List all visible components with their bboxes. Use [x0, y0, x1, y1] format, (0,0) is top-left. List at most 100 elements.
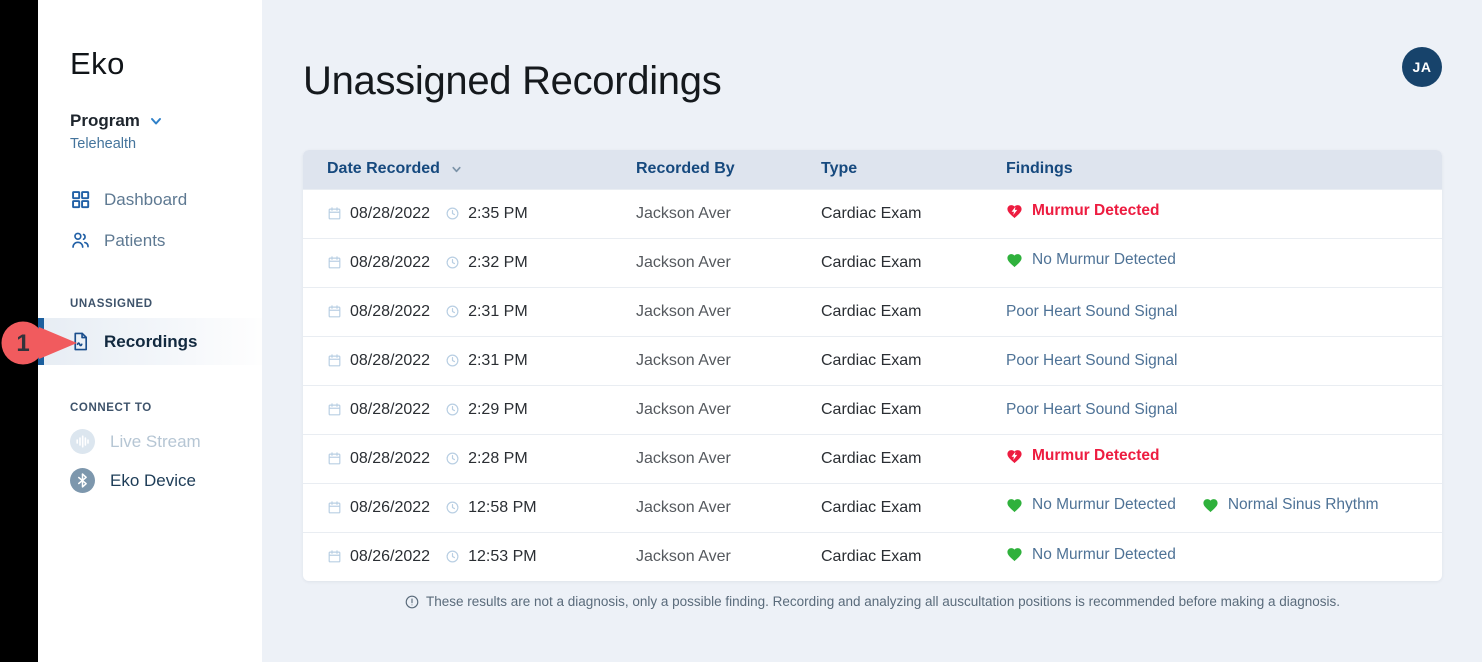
- time-text: 2:29 PM: [468, 400, 528, 418]
- sidebar-item-label: Recordings: [104, 331, 198, 351]
- section-label-unassigned: UNASSIGNED: [70, 298, 153, 310]
- calendar-icon: [328, 500, 341, 513]
- recordings-table-body: 08/28/2022 2:35 PM Jackson Aver Cardiac Exa…: [303, 188, 1442, 581]
- sidebar-item-recordings[interactable]: Recordings: [38, 318, 262, 365]
- date-text: 08/28/2022: [350, 449, 431, 467]
- heart-alert-icon: [1006, 448, 1023, 465]
- info-icon: [405, 595, 419, 609]
- date-text: 08/28/2022: [350, 351, 431, 369]
- clock-icon: [446, 501, 459, 513]
- table-row[interactable]: 08/28/2022 2:31 PM Jackson Aver Cardiac Exa…: [303, 286, 1442, 336]
- eko-logo: Eko: [70, 46, 125, 81]
- column-header-label: Date Recorded: [327, 160, 440, 178]
- people-icon: [70, 230, 91, 251]
- calendar-icon: [328, 304, 341, 317]
- recorded-by-cell: Jackson Aver: [636, 531, 821, 581]
- column-header-type: Type: [821, 150, 1006, 189]
- findings-cell: Murmur Detected: [1006, 188, 1442, 238]
- type-cell: Cardiac Exam: [821, 237, 1006, 287]
- finding-label: Murmur Detected: [1032, 447, 1160, 465]
- type-cell: Cardiac Exam: [821, 335, 1006, 385]
- finding-label: Normal Sinus Rhythm: [1227, 496, 1379, 514]
- table-row[interactable]: 08/28/2022 2:35 PM Jackson Aver Cardiac Exa…: [303, 188, 1442, 238]
- sidebar-item-dashboard[interactable]: Dashboard: [38, 179, 262, 220]
- findings-cell: Murmur Detected: [1006, 433, 1442, 483]
- disclaimer-text: These results are not a diagnosis, only …: [425, 594, 1341, 609]
- heart-normal-icon: [1006, 252, 1023, 269]
- recordings-table: Date Recorded Recorded By Type Findings …: [303, 150, 1442, 581]
- finding-badge: Poor Heart Sound Signal: [1006, 352, 1177, 370]
- date-recorded-cell: 08/28/2022 2:32 PM: [303, 237, 636, 287]
- sidebar-item-eko-device[interactable]: Eko Device: [38, 461, 262, 500]
- type-cell: Cardiac Exam: [821, 384, 1006, 434]
- type-cell: Cardiac Exam: [821, 433, 1006, 483]
- recorded-by-cell: Jackson Aver: [636, 384, 821, 434]
- findings-cell: No Murmur Detected Normal Sinus Rhythm: [1006, 482, 1442, 532]
- table-row[interactable]: 08/26/2022 12:53 PM Jackson Aver Cardiac Ex…: [303, 531, 1442, 581]
- page-title: Unassigned Recordings: [303, 59, 722, 103]
- sidebar-item-label: Live Stream: [110, 431, 201, 451]
- finding-label: Poor Heart Sound Signal: [1006, 351, 1178, 369]
- date-text: 08/26/2022: [350, 498, 431, 516]
- heart-alert-icon: [1006, 203, 1023, 220]
- date-recorded-cell: 08/28/2022 2:31 PM: [303, 335, 636, 385]
- time-text: 12:53 PM: [468, 547, 537, 565]
- clock-icon: [446, 305, 459, 317]
- calendar-icon: [328, 353, 341, 366]
- program-label: Program: [70, 111, 140, 130]
- date-text: 08/28/2022: [350, 400, 431, 418]
- type-cell: Cardiac Exam: [821, 286, 1006, 336]
- edge-strip: [0, 0, 38, 662]
- sidebar-item-label: Dashboard: [104, 189, 188, 209]
- sidebar-item-patients[interactable]: Patients: [38, 220, 262, 261]
- table-row[interactable]: 08/28/2022 2:32 PM Jackson Aver Cardiac Exa…: [303, 237, 1442, 287]
- table-row[interactable]: 08/28/2022 2:31 PM Jackson Aver Cardiac Exa…: [303, 335, 1442, 385]
- recorded-by-cell: Jackson Aver: [636, 335, 821, 385]
- recorded-by-cell: Jackson Aver: [636, 237, 821, 287]
- heart-normal-icon: [1202, 497, 1219, 514]
- finding-label: Poor Heart Sound Signal: [1006, 400, 1178, 418]
- table-row[interactable]: 08/26/2022 12:58 PM Jackson Aver Cardiac Ex…: [303, 482, 1442, 532]
- finding-label: No Murmur Detected: [1032, 251, 1176, 269]
- time-text: 2:31 PM: [468, 302, 528, 320]
- finding-badge: No Murmur Detected: [1006, 546, 1176, 564]
- sidebar-item-label: Eko Device: [110, 470, 196, 490]
- clock-icon: [446, 207, 459, 219]
- finding-label: No Murmur Detected: [1032, 496, 1176, 514]
- table-row[interactable]: 08/28/2022 2:28 PM Jackson Aver Cardiac Exa…: [303, 433, 1442, 483]
- avatar[interactable]: JA: [1402, 47, 1442, 87]
- time-text: 2:31 PM: [468, 351, 528, 369]
- recorded-by-cell: Jackson Aver: [636, 482, 821, 532]
- findings-cell: Poor Heart Sound Signal: [1006, 335, 1442, 385]
- grid-icon: [70, 189, 91, 210]
- type-cell: Cardiac Exam: [821, 188, 1006, 238]
- heart-normal-icon: [1006, 497, 1023, 514]
- heart-normal-icon: [1006, 546, 1023, 563]
- finding-label: Murmur Detected: [1032, 202, 1160, 220]
- bluetooth-icon: [70, 468, 95, 493]
- column-header-date-recorded[interactable]: Date Recorded: [303, 150, 636, 189]
- finding-label: No Murmur Detected: [1032, 545, 1176, 563]
- date-text: 08/26/2022: [350, 547, 431, 565]
- date-recorded-cell: 08/26/2022 12:58 PM: [303, 482, 636, 532]
- sidebar-item-live-stream: Live Stream: [38, 422, 262, 461]
- time-text: 2:28 PM: [468, 449, 528, 467]
- main-content: Unassigned Recordings JA Date Recorded R…: [262, 0, 1482, 662]
- finding-badge: No Murmur Detected: [1006, 496, 1176, 514]
- finding-badge: Normal Sinus Rhythm: [1202, 496, 1379, 514]
- clock-icon: [446, 354, 459, 366]
- table-row[interactable]: 08/28/2022 2:29 PM Jackson Aver Cardiac Exa…: [303, 384, 1442, 434]
- date-recorded-cell: 08/28/2022 2:28 PM: [303, 433, 636, 483]
- recording-document-icon: [70, 331, 91, 352]
- recorded-by-cell: Jackson Aver: [636, 286, 821, 336]
- date-recorded-cell: 08/28/2022 2:35 PM: [303, 188, 636, 238]
- waveform-icon: [70, 429, 95, 454]
- program-dropdown[interactable]: Program: [70, 111, 262, 131]
- finding-badge: No Murmur Detected: [1006, 251, 1176, 269]
- clock-icon: [446, 550, 459, 563]
- findings-cell: No Murmur Detected: [1006, 237, 1442, 287]
- findings-cell: Poor Heart Sound Signal: [1006, 384, 1442, 434]
- findings-cell: Poor Heart Sound Signal: [1006, 286, 1442, 336]
- disclaimer: These results are not a diagnosis, only …: [303, 594, 1442, 609]
- date-text: 08/28/2022: [350, 204, 431, 222]
